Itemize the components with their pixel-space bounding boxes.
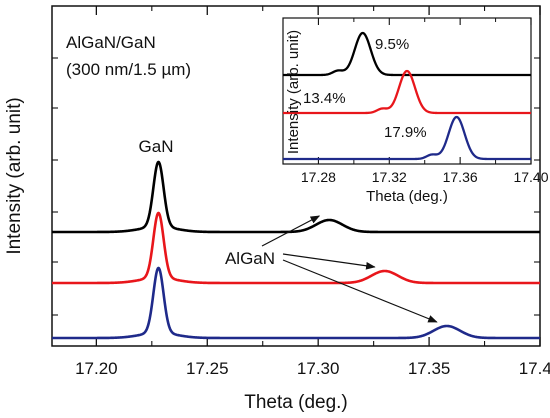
sample-label: AlGaN/GaN — [66, 33, 156, 52]
main-x-tick-labels: 17.20 17.25 17.30 17.35 17.40 — [75, 359, 550, 378]
inset-series-label: 13.4% — [303, 90, 346, 107]
series-line — [51, 160, 541, 234]
inset-series — [282, 31, 532, 161]
main-series — [51, 160, 541, 340]
series-line — [51, 211, 541, 285]
inset-x-tick-label: 17.40 — [513, 169, 548, 185]
x-tick-label: 17.35 — [408, 359, 451, 378]
inset-frame — [282, 17, 532, 165]
y-axis-title: Intensity (arb. unit) — [4, 97, 25, 254]
x-tick-label: 17.25 — [186, 359, 229, 378]
thickness-label: (300 nm/1.5 µm) — [66, 60, 191, 79]
inset-series-line — [282, 115, 532, 161]
algan-peak-label: AlGaN — [225, 249, 275, 268]
x-axis-title: Theta (deg.) — [244, 392, 348, 413]
algan-arrow — [282, 253, 376, 270]
x-tick-label: 17.40 — [519, 359, 550, 378]
inset-series-label: 9.5% — [375, 36, 409, 53]
algan-arrow — [282, 259, 438, 323]
x-tick-label: 17.30 — [297, 359, 340, 378]
inset-y-axis-title: Intensity (arb. unit) — [285, 30, 302, 154]
inset-x-tick-label: 17.36 — [443, 169, 478, 185]
inset-x-tick-label: 17.32 — [372, 169, 407, 185]
main-y-ticks — [52, 57, 540, 316]
inset-x-ticks — [282, 18, 532, 164]
series-line — [51, 266, 541, 340]
inset-series-labels: 9.5% 13.4% 17.9% — [303, 36, 427, 141]
inset-series-label: 17.9% — [384, 124, 427, 141]
inset-x-tick-label: 17.28 — [301, 169, 336, 185]
plot-frame — [51, 5, 541, 347]
inset-x-tick-labels: 17.28 17.32 17.36 17.40 — [301, 169, 549, 185]
algan-arrows — [261, 215, 438, 323]
gan-peak-label: GaN — [139, 137, 174, 156]
algan-arrow — [261, 215, 321, 247]
inset-series-line — [282, 31, 532, 77]
x-tick-label: 17.20 — [75, 359, 118, 378]
inset-x-axis-title: Theta (deg.) — [366, 188, 448, 205]
inset-series-line — [282, 69, 532, 115]
